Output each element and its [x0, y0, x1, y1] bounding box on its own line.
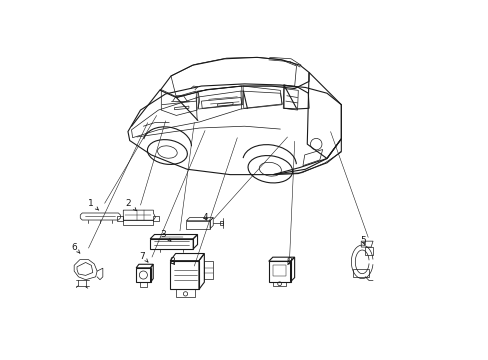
Text: 2: 2 [125, 199, 136, 211]
Text: 7: 7 [139, 252, 148, 262]
Text: 8: 8 [169, 257, 175, 266]
Text: 9: 9 [285, 257, 291, 266]
Text: 4: 4 [202, 213, 207, 222]
Text: 6: 6 [71, 243, 80, 253]
Text: 1: 1 [88, 199, 99, 210]
Text: 3: 3 [160, 230, 171, 241]
Text: 5: 5 [360, 237, 366, 246]
